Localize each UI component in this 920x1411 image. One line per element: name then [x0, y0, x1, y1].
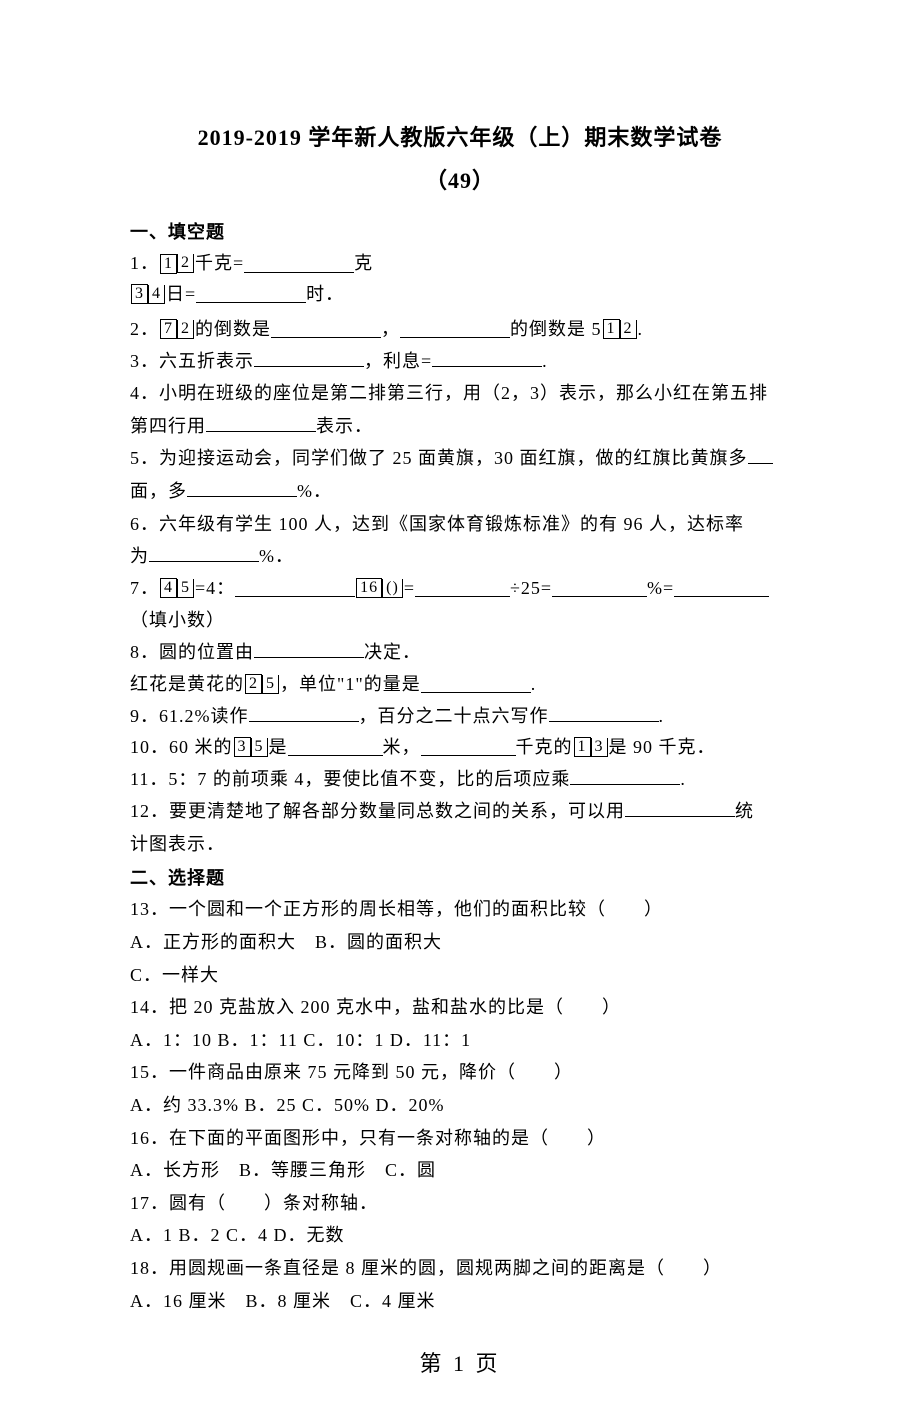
blank [206, 414, 316, 432]
blank [421, 738, 516, 756]
question-15-opts: A．约 33.3% B．25 C．50% D．20% [130, 1090, 790, 1121]
blank [149, 544, 259, 562]
question-17-stem: 17．圆有（ ）条对称轴． [130, 1188, 790, 1219]
blank [288, 738, 383, 756]
fraction-3-4: 3 4 [131, 284, 165, 304]
blank [187, 479, 297, 497]
question-12-line1: 12．要更清楚地了解各部分数量同总数之间的关系，可以用统 [130, 796, 790, 827]
fraction-2-5: 2 5 [245, 674, 279, 694]
question-11: 11．5：7 的前项乘 4，要使比值不变，比的后项应乘. [130, 764, 790, 795]
blank [271, 320, 381, 338]
fraction-3-5: 3 5 [234, 737, 268, 757]
fraction-1-2: 1 2 [160, 254, 194, 274]
fraction-1-3: 1 3 [574, 737, 608, 757]
fraction-7-2: 7 2 [160, 319, 194, 339]
question-2: 2． 7 2 的倒数是 ， 的倒数是 5 1 2 . [130, 315, 790, 344]
question-18-opts: A．16 厘米 B．8 厘米 C．4 厘米 [130, 1286, 790, 1317]
fraction-1-2: 1 2 [603, 319, 637, 339]
question-15-stem: 15．一件商品由原来 75 元降到 50 元，降价（ ） [130, 1057, 790, 1088]
blank [549, 704, 659, 722]
blank [196, 285, 306, 303]
question-13-opts1: A．正方形的面积大 B．圆的面积大 [130, 927, 790, 958]
blank [415, 579, 510, 597]
question-7-line1: 7． 4 5 =4： 16 () = ÷25= %= [130, 574, 790, 603]
blank [254, 640, 364, 658]
page-number: 第 1 页 [130, 1346, 790, 1381]
question-6-line1: 6．六年级有学生 100 人，达到《国家体育锻炼标准》的有 96 人，达标率 [130, 509, 790, 540]
question-6-line2: 为%． [130, 541, 790, 572]
blank [748, 446, 773, 464]
exam-number: （49） [130, 163, 790, 198]
question-14-stem: 14．把 20 克盐放入 200 克水中，盐和盐水的比是（ ） [130, 992, 790, 1023]
question-7-line2: （填小数） [130, 605, 790, 636]
question-13-opts2: C．一样大 [130, 960, 790, 991]
question-9: 9．61.2%读作，百分之二十点六写作. [130, 701, 790, 732]
question-16-stem: 16．在下面的平面图形中，只有一条对称轴的是（ ） [130, 1123, 790, 1154]
blank [254, 349, 364, 367]
fraction-4-5: 4 5 [160, 578, 194, 598]
question-4-line1: 4．小明在班级的座位是第二排第三行，用（2，3）表示，那么小红在第五排 [130, 378, 790, 409]
blank [625, 799, 735, 817]
question-5-line1: 5．为迎接运动会，同学们做了 25 面黄旗，30 面红旗，做的红旗比黄旗多 [130, 443, 790, 474]
question-8-line2: 红花是黄花的 2 5 ，单位"1"的量是 . [130, 670, 790, 699]
question-1-line2: 3 4 日= 时． [130, 280, 790, 309]
blank [249, 704, 359, 722]
section-fill-blank-header: 一、填空题 [130, 218, 790, 247]
question-4-line2: 第四行用表示． [130, 411, 790, 442]
question-13-stem: 13．一个圆和一个正方形的周长相等，他们的面积比较（ ） [130, 894, 790, 925]
blank [432, 349, 542, 367]
blank [674, 579, 769, 597]
question-8-line1: 8．圆的位置由决定． [130, 637, 790, 668]
blank [244, 255, 354, 273]
question-1-line1: 1． 1 2 千克= 克 [130, 249, 790, 278]
blank [552, 579, 647, 597]
question-17-opts: A．1 B．2 C．4 D．无数 [130, 1220, 790, 1251]
fraction-16-paren: 16 () [356, 578, 403, 598]
blank [421, 675, 531, 693]
blank [570, 767, 680, 785]
question-10: 10．60 米的 3 5 是 米， 千克的 1 3 是 90 千克． [130, 733, 790, 762]
exam-title: 2019-2019 学年新人教版六年级（上）期末数学试卷 [130, 120, 790, 155]
question-16-opts: A．长方形 B．等腰三角形 C．圆 [130, 1155, 790, 1186]
question-3: 3．六五折表示，利息=. [130, 346, 790, 377]
section-choice-header: 二、选择题 [130, 864, 790, 893]
question-14-opts: A．1：10 B．1：11 C．10：1 D．11：1 [130, 1025, 790, 1056]
question-18-stem: 18．用圆规画一条直径是 8 厘米的圆，圆规两脚之间的距离是（ ） [130, 1253, 790, 1284]
question-5-line2: 面，多%． [130, 476, 790, 507]
blank [400, 320, 510, 338]
blank [235, 579, 355, 597]
question-12-line2: 计图表示． [130, 829, 790, 860]
